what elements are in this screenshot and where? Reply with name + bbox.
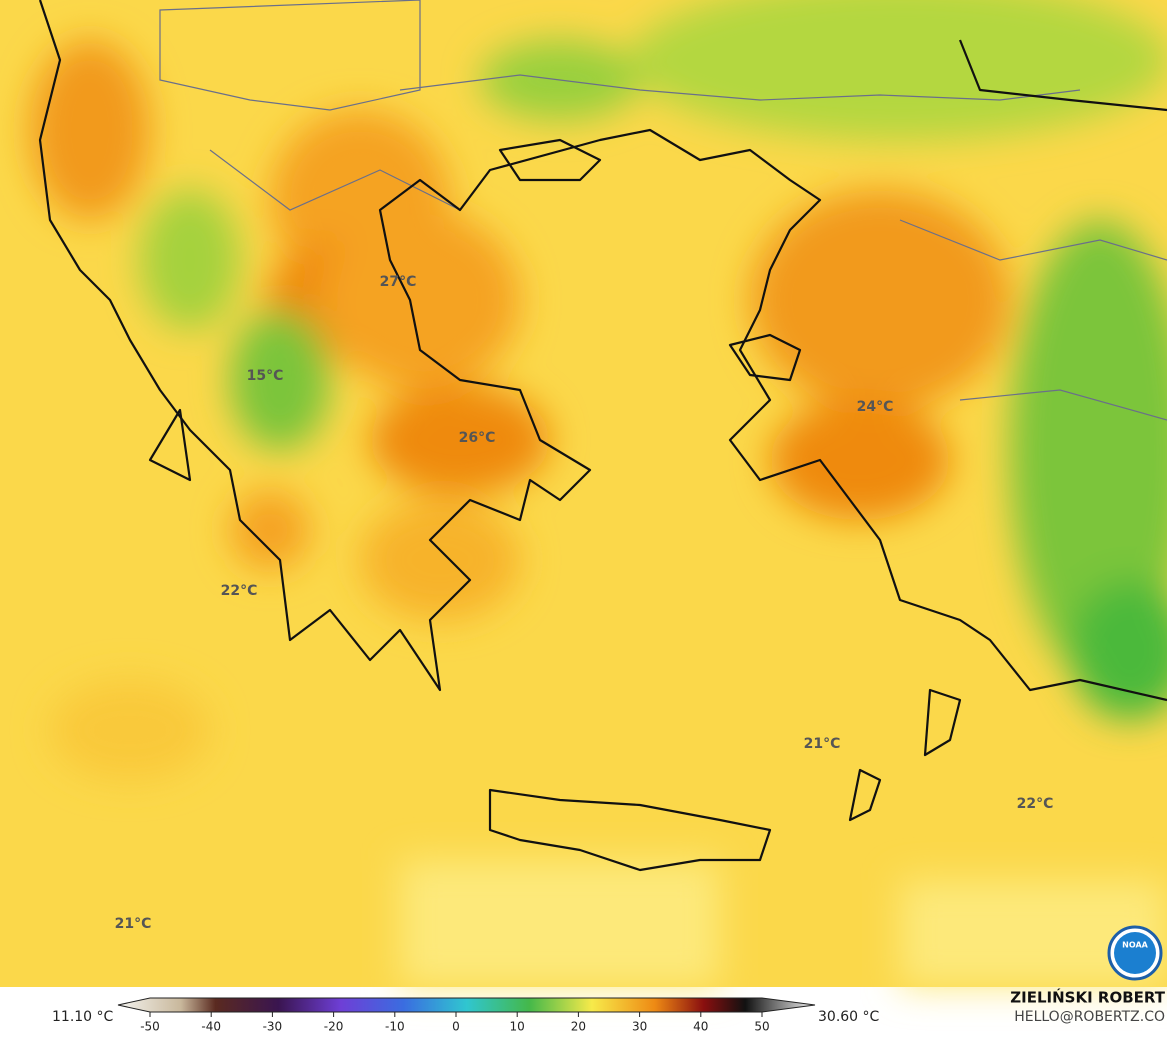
colorbar-tick-label: 40 [693,1020,708,1034]
colorbar-tick-label: -50 [140,1020,160,1034]
colorbar-tick-label: -30 [263,1020,283,1034]
colorbar-tick-label: -20 [324,1020,344,1034]
colorbar-tick-label: 30 [632,1020,647,1034]
logo-text: NOAA [1122,941,1148,950]
colorbar-tick-label: 50 [754,1020,769,1034]
temperature-field [30,0,1167,987]
borders [159,0,1167,421]
sea-background [0,0,1167,987]
temperature-label: 22°C [221,583,258,599]
colorbar-gradient [117,997,816,1013]
colorbar-tick-label: 20 [571,1020,586,1034]
temperature-label: 26°C [459,430,496,446]
colorbar-tick-label: 0 [452,1020,460,1034]
colorbar-min: 11.10 °C [52,1009,114,1025]
temperature-label: 24°C [857,399,894,415]
temperature-label: 27°C [380,274,417,290]
colorbar: 11.10 °C 30.60 °C -50 -40 -30 -20 -10 0 10 20 30… [52,997,880,1034]
temperature-labels: 27°C 15°C 26°C 24°C 22°C 21°C 22°C 21°C [115,274,1054,932]
credit-author: ZIELIŃSKI ROBERT [1010,988,1165,1007]
map-area: 27°C 15°C 26°C 24°C 22°C 21°C 22°C 21°C NOAA [0,0,1167,987]
credit-contact: HELLO@ROBERTZ.CO [1014,1009,1165,1025]
colorbar-tick-label: -40 [201,1020,221,1034]
colorbar-max: 30.60 °C [818,1009,880,1025]
temperature-label: 21°C [804,736,841,752]
coastlines [38,0,1167,872]
temperature-label: 21°C [115,916,152,932]
colorbar-tick-label: -10 [385,1020,405,1034]
temperature-label: 22°C [1017,796,1054,812]
colorbar-tick-label: 10 [510,1020,525,1034]
noaa-logo: NOAA [1107,925,1163,981]
temperature-label: 15°C [247,368,284,384]
